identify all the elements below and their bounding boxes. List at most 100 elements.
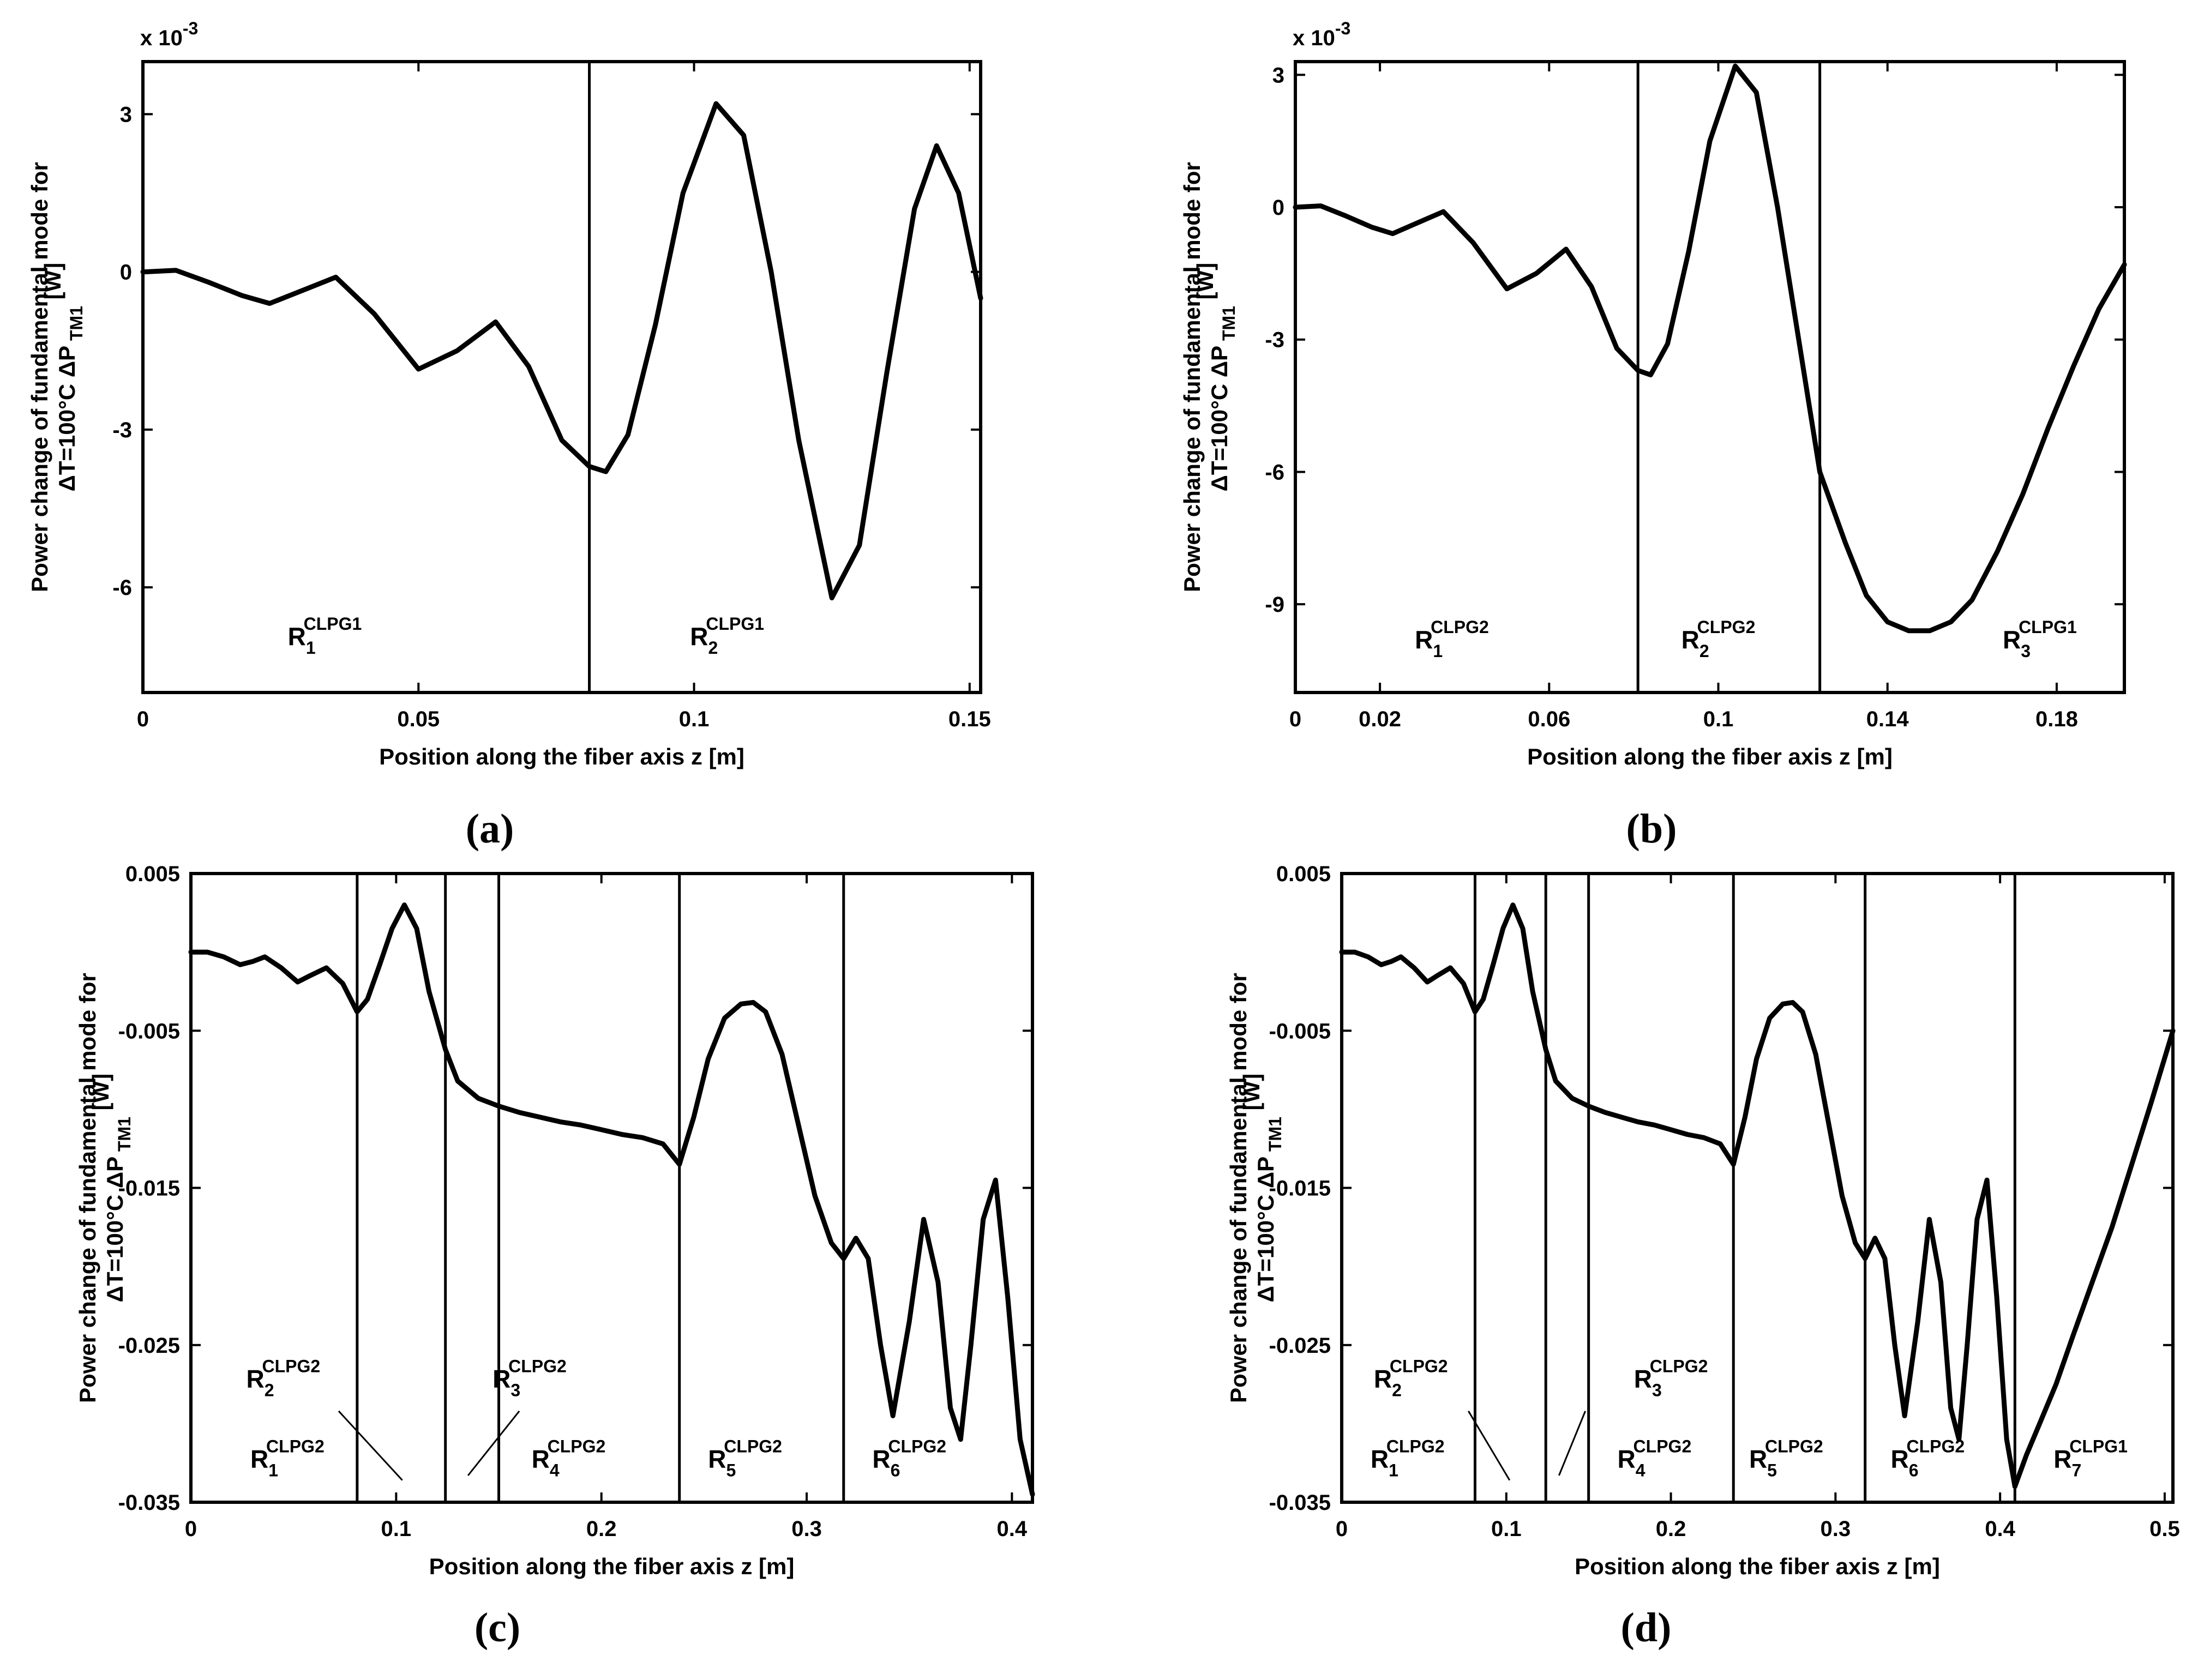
y-tick-label: 3 (1272, 63, 1284, 87)
data-series-line (140, 101, 983, 600)
y-axis-label-line2: ΔT=100°C ΔP TM1 [W] (1239, 1074, 1285, 1303)
region-label-letter: R (250, 1445, 268, 1473)
y-axis-label-line2: ΔT=100°C ΔP TM1 [W] (1192, 263, 1239, 492)
region-label-superscript: CLPG2 (548, 1437, 606, 1456)
y-tick-label: -0.025 (118, 1334, 180, 1358)
region-label-subscript: 6 (1909, 1461, 1919, 1480)
y-axis-label-subscript: TM1 (67, 306, 86, 346)
y-tick-label: -9 (1265, 593, 1284, 617)
region-label-superscript: CLPG2 (1431, 617, 1489, 637)
y-multiplier-base: x 10 (140, 26, 183, 50)
y-axis-label-quantity: ΔT=100°C ΔP (102, 1157, 128, 1302)
x-tick-label: 0.14 (1866, 707, 1909, 731)
region-label-superscript: CLPG1 (2019, 617, 2077, 637)
y-tick-label: -0.035 (118, 1491, 180, 1515)
region-label-superscript: CLPG2 (266, 1437, 325, 1456)
x-tick-label: 0.1 (1491, 1517, 1522, 1541)
region-label-subscript: 1 (306, 638, 316, 658)
region-label-subscript: 2 (708, 638, 718, 658)
region-label-superscript: CLPG1 (706, 614, 764, 634)
region-label-letter: R (690, 622, 708, 651)
y-axis-label-line1: Power change of fundamental mode for (1226, 973, 1251, 1403)
region-label-letter: R (246, 1365, 264, 1393)
x-tick-label: 0.18 (2035, 707, 2078, 731)
region-label-1: R1 CLPG1 (288, 614, 362, 658)
y-multiplier: x 10-3 (140, 19, 198, 50)
region-label-superscript: CLPG1 (2069, 1437, 2128, 1456)
y-axis-label-line1: Power change of fundamental mode for (27, 162, 52, 592)
x-tick-label: 0.1 (679, 707, 710, 731)
region-label-letter: R (1749, 1445, 1767, 1473)
x-tick-label: 0.2 (586, 1517, 617, 1541)
region-label-superscript: CLPG2 (1650, 1357, 1708, 1376)
y-axis-label-line1: Power change of fundamental mode for (75, 973, 100, 1403)
data-series-line (1339, 902, 2176, 1489)
y-axis-label-unit: [W] (1239, 1074, 1264, 1117)
region-label-letter: R (2003, 625, 2021, 654)
y-tick-label: -0.025 (1269, 1334, 1331, 1358)
y-axis-label-line2: ΔT=100°C ΔP TM1 [W] (88, 1074, 134, 1303)
y-axis-label-subscript: TM1 (115, 1117, 134, 1157)
x-axis-label: Position along the fiber axis z [m] (1527, 744, 1893, 769)
y-axis-label-unit: [W] (1192, 263, 1218, 306)
region-label-superscript: CLPG2 (1386, 1437, 1445, 1456)
x-tick-label: 0 (185, 1517, 197, 1541)
region-label-letter: R (532, 1445, 550, 1473)
data-series-line (188, 902, 1035, 1497)
region-label-5: R5 CLPG2 (708, 1437, 782, 1480)
region-label-superscript: CLPG2 (888, 1437, 946, 1456)
region-label-letter: R (1890, 1445, 1908, 1473)
region-label-letter: R (1681, 625, 1699, 654)
x-tick-label: 0.3 (1821, 1517, 1851, 1541)
region-label-letter: R (1374, 1365, 1392, 1393)
region-label-subscript: 4 (1636, 1461, 1646, 1480)
region-label-superscript: CLPG2 (262, 1357, 321, 1376)
region-label-2: R2 CLPG2 (1681, 617, 1756, 661)
region-label-5: R5 CLPG2 (1749, 1437, 1823, 1480)
region-label-subscript: 2 (265, 1381, 274, 1400)
region-label-6: R6 CLPG2 (1890, 1437, 1965, 1480)
region-label-superscript: CLPG2 (1765, 1437, 1823, 1456)
x-tick-label: 0.4 (1985, 1517, 2015, 1541)
y-multiplier-exponent: -3 (183, 19, 198, 38)
y-tick-label: 0.005 (125, 862, 180, 886)
region-leader-line (467, 1410, 520, 1476)
x-axis-label: Position along the fiber axis z [m] (429, 1553, 795, 1579)
plot-frame (141, 60, 982, 694)
y-multiplier-exponent: -3 (1335, 19, 1350, 38)
region-label-superscript: CLPG2 (724, 1437, 782, 1456)
y-multiplier: x 10-3 (1293, 19, 1350, 50)
region-leader-line (1558, 1411, 1587, 1476)
region-label-letter: R (1371, 1445, 1389, 1473)
y-tick-label: -6 (1265, 460, 1284, 484)
y-tick-label: -0.015 (118, 1177, 180, 1201)
region-label-letter: R (1618, 1445, 1636, 1473)
region-label-subscript: 1 (1433, 641, 1443, 661)
panel-caption: (a) (466, 806, 514, 852)
y-axis-label-line2: ΔT=100°C ΔP TM1 [W] (40, 263, 86, 492)
panel-caption: (b) (1626, 806, 1677, 852)
x-tick-label: 0.2 (1656, 1517, 1686, 1541)
y-axis-label-line1: Power change of fundamental mode for (1179, 162, 1205, 592)
x-tick-label: 0 (1289, 707, 1301, 731)
y-tick-label: -0.035 (1269, 1491, 1331, 1515)
y-multiplier-base: x 10 (1293, 26, 1335, 50)
region-leader-line (1468, 1411, 1511, 1481)
panel-c: 0 0.1 0.2 0.3 0.4 0.005 -0.005 -0.015 -0.025 -0.0… (75, 862, 1035, 1651)
region-label-subscript: 5 (1767, 1461, 1777, 1480)
region-label-subscript: 1 (268, 1461, 278, 1480)
x-tick-label: 0.4 (997, 1517, 1028, 1541)
region-label-1: R1 CLPG2 (1415, 617, 1489, 661)
region-label-letter: R (1634, 1365, 1652, 1393)
panel-caption: (d) (1621, 1605, 1672, 1651)
x-tick-label: 0.5 (2149, 1517, 2180, 1541)
y-tick-label: -0.005 (1269, 1019, 1331, 1043)
region-label-7: R7 CLPG1 (2053, 1437, 2128, 1480)
y-axis-label-quantity: ΔT=100°C ΔP (1206, 346, 1232, 491)
region-label-superscript: CLPG1 (304, 614, 362, 634)
data-series-line (1293, 63, 2127, 634)
y-tick-label: -3 (1265, 328, 1284, 352)
